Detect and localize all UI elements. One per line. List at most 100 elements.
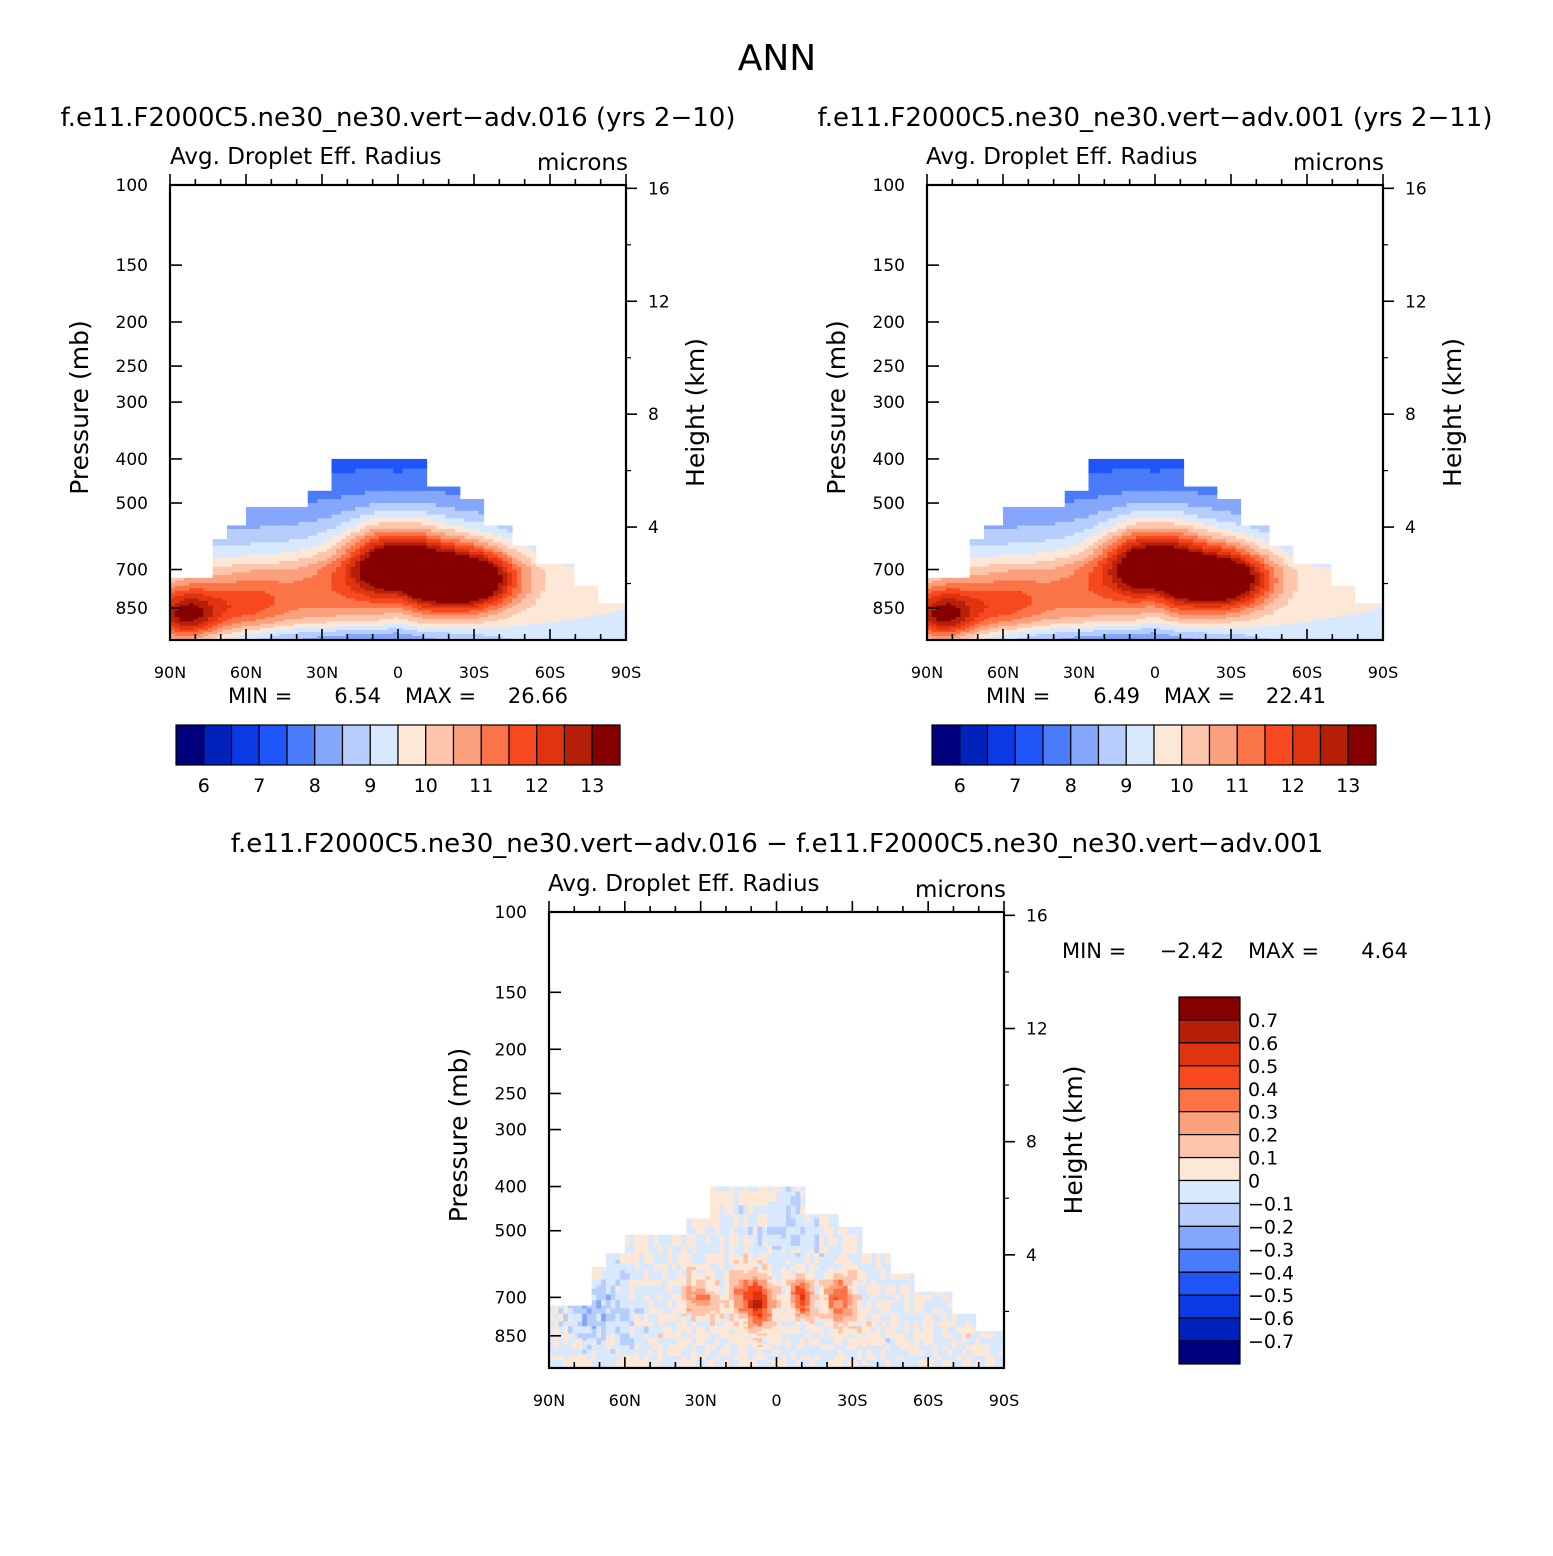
panel-3-field-label: Avg. Droplet Eff. Radius <box>548 871 820 897</box>
y-tick-label: 200 <box>873 313 905 333</box>
y-tick-label: 500 <box>495 1222 527 1242</box>
y-tick-label: 850 <box>873 599 905 619</box>
x-tick-label: 90S <box>989 1391 1020 1410</box>
colorbar-swatch <box>286 724 316 766</box>
colorbar-swatch <box>931 724 961 766</box>
panel-3-colorbar: 0.70.60.50.40.30.20.10−0.1−0.2−0.3−0.4−0… <box>1178 996 1294 1365</box>
colorbar-label: 8 <box>309 775 321 797</box>
x-tick-label: 60S <box>913 1391 944 1410</box>
y-tick-label: 300 <box>116 393 148 413</box>
panel-2-field <box>927 458 1384 641</box>
panel-1-colorbar: 6 7 8 9 10 11 12 13 <box>175 724 621 797</box>
colorbar-swatch <box>258 724 288 766</box>
panel-2-y2-axis: 16 12 8 4 Height (km) <box>1383 179 1467 585</box>
colorbar-swatch <box>230 724 260 766</box>
colorbar-label: 10 <box>414 775 438 797</box>
x-tick-label: 30S <box>1216 663 1247 682</box>
y-tick-label: 150 <box>873 256 905 276</box>
y-tick-label: 400 <box>495 1178 527 1198</box>
y2-axis-title: Height (km) <box>1438 338 1467 487</box>
colorbar-swatch <box>175 724 205 766</box>
y-tick-label: 200 <box>116 313 148 333</box>
panel-2-units-label: microns <box>1293 150 1384 176</box>
colorbar-swatch <box>563 724 593 766</box>
colorbar-swatch <box>1178 1179 1241 1205</box>
colorbar-swatch <box>397 724 427 766</box>
colorbar-label: −0.7 <box>1248 1331 1294 1353</box>
y-tick-label: 400 <box>873 450 905 470</box>
colorbar-swatch <box>1178 1019 1241 1044</box>
colorbar-swatch <box>341 724 371 766</box>
colorbar-swatch <box>1178 1271 1241 1296</box>
colorbar-label: −0.4 <box>1248 1262 1294 1284</box>
panel-3-max-value: 4.64 <box>1361 939 1408 963</box>
panel-2-field-label: Avg. Droplet Eff. Radius <box>926 144 1198 170</box>
colorbar-label: 0.7 <box>1248 1010 1278 1032</box>
colorbar-label: 12 <box>525 775 549 797</box>
y-tick-label: 100 <box>495 903 527 923</box>
panel-2: f.e11.F2000C5.ne30_ne30.vert−adv.001 (yr… <box>818 103 1493 797</box>
colorbar-swatch <box>369 724 399 766</box>
panel-2-max-label: MAX = <box>1164 684 1235 708</box>
panel-3-min-value: −2.42 <box>1160 939 1224 963</box>
x-tick-label: 90S <box>611 663 642 682</box>
colorbar-swatch <box>1178 1042 1241 1067</box>
y-axis-title: Pressure (mb) <box>822 320 851 494</box>
panel-2-min-label: MIN = <box>986 684 1050 708</box>
panel-3-plot: 90N 60N 30N 0 30S 60S 90S 100 150 200 250 300 400 500… <box>444 901 1088 1410</box>
y-tick-label: 150 <box>495 983 527 1003</box>
colorbar-swatch <box>1042 724 1072 766</box>
colorbar-label: 9 <box>1120 775 1132 797</box>
y2-tick-label: 8 <box>648 405 659 425</box>
colorbar-swatch <box>1292 724 1322 766</box>
y-tick-label: 850 <box>495 1327 527 1347</box>
panel-3-y2-axis: 16 12 8 4 Height (km) <box>1004 906 1088 1313</box>
colorbar-label: 13 <box>580 775 604 797</box>
page-title: ANN <box>738 38 817 79</box>
y-tick-label: 300 <box>495 1121 527 1141</box>
colorbar-swatch <box>1153 724 1183 766</box>
colorbar-label: 7 <box>1009 775 1021 797</box>
panel-1-x-axis: 90N 60N 30N 0 30S 60S 90S <box>154 174 641 682</box>
y-tick-label: 100 <box>116 176 148 196</box>
x-tick-label: 30N <box>306 663 338 682</box>
colorbar-swatch <box>1208 724 1238 766</box>
panel-3-units-label: microns <box>915 877 1006 903</box>
panel-1-y2-axis: 16 12 8 4 Height (km) <box>626 179 710 585</box>
y2-axis-title: Height (km) <box>1059 1066 1088 1215</box>
y2-tick-label: 4 <box>1405 518 1416 538</box>
colorbar-label: −0.3 <box>1248 1239 1294 1261</box>
y-tick-label: 700 <box>495 1288 527 1308</box>
y2-tick-label: 16 <box>1405 179 1427 199</box>
colorbar-swatch <box>1178 1294 1241 1319</box>
colorbar-swatch <box>480 724 510 766</box>
panel-1-max-label: MAX = <box>405 684 476 708</box>
y-tick-label: 700 <box>873 561 905 581</box>
y-tick-label: 500 <box>873 494 905 514</box>
panel-1-case-title: f.e11.F2000C5.ne30_ne30.vert−adv.016 (yr… <box>61 103 736 133</box>
colorbar-label: 10 <box>1170 775 1194 797</box>
x-tick-label: 90N <box>911 663 943 682</box>
colorbar-swatch <box>1125 724 1155 766</box>
x-tick-label: 30N <box>1063 663 1095 682</box>
panel-2-case-title: f.e11.F2000C5.ne30_ne30.vert−adv.001 (yr… <box>818 103 1493 133</box>
y2-tick-label: 12 <box>648 292 670 312</box>
y-tick-label: 200 <box>495 1040 527 1060</box>
colorbar-label: 13 <box>1336 775 1360 797</box>
panel-3-y-axis: 100 150 200 250 300 400 500 700 850 Pressure (mb) <box>444 903 561 1347</box>
panel-2-plot: 90N 60N 30N 0 30S 60S 90S 100 150 200 250 300 400 500… <box>822 174 1467 682</box>
colorbar-swatch <box>314 724 344 766</box>
x-tick-label: 90N <box>154 663 186 682</box>
y-tick-label: 400 <box>116 450 148 470</box>
x-tick-label: 0 <box>1150 663 1160 682</box>
colorbar-swatch <box>1178 996 1241 1021</box>
panel-1-plot: 90N 60N 30N 0 30S 60S 90S 100 150 200 250 300 400 500… <box>65 174 710 682</box>
x-tick-label: 60S <box>1292 663 1323 682</box>
colorbar-swatch <box>1178 1065 1241 1090</box>
colorbar-label: 0.4 <box>1248 1079 1278 1101</box>
y2-axis-title: Height (km) <box>681 338 710 487</box>
colorbar-swatch <box>1070 724 1100 766</box>
panel-2-min-value: 6.49 <box>1093 684 1140 708</box>
colorbar-label: −0.1 <box>1248 1193 1294 1215</box>
colorbar-label: 12 <box>1281 775 1305 797</box>
